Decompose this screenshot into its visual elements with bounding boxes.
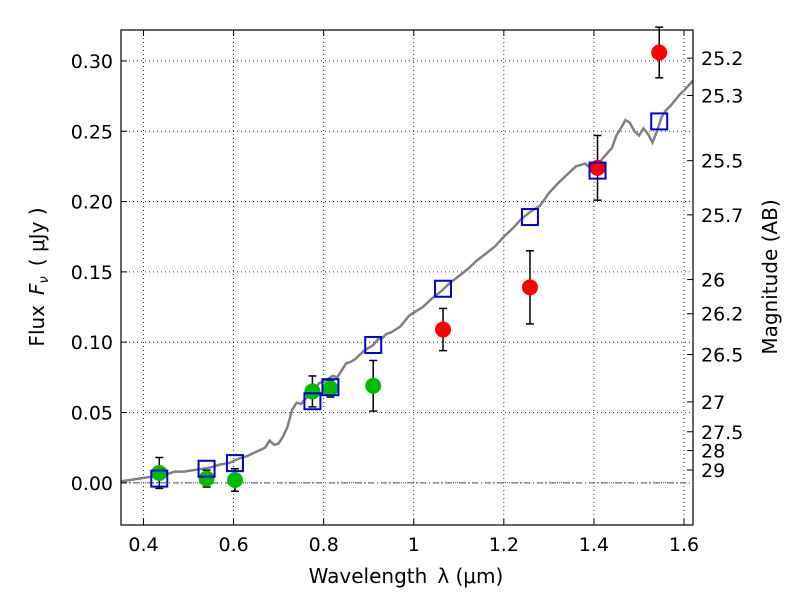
green-data-point [226,472,243,488]
magnitude-tick-label: 25.7 [701,205,743,227]
magnitude-tick-label: 26.2 [701,304,743,326]
green-data-points [151,377,382,488]
x-tick-label: 0.4 [128,534,158,556]
x-axis-label-text: Wavelength [309,564,428,588]
model-square [520,208,539,227]
x-tick-label: 1.6 [669,534,699,556]
x-tick-label: 0.6 [218,534,248,556]
y-tick-label: 0.30 [71,51,113,73]
green-data-point [365,377,382,394]
x-axis-label-math: λ (μm) [437,564,503,588]
y-axis-label-math: F [25,283,49,295]
y-axis-label: Flux Fν ( μJy ) [25,207,52,346]
grid-lines [121,30,693,525]
x-tick-label: 1.4 [579,534,609,556]
magnitude-tick-label: 25.3 [701,85,743,107]
model-spectrum-line [120,79,694,483]
red-data-point [589,159,606,176]
green-data-point [304,383,321,400]
green-data-point [198,470,215,487]
model-square [588,161,607,180]
y-tick-label: 0.15 [71,262,113,284]
y-tick-label: 0.20 [71,192,113,214]
axis-ticks: 0.4 0.6 0.8 1 1.2 1.4 1.6 0.00 0.05 0.10 0.15 0.20 0… [71,30,743,556]
magnitude-tick-label: 28 [701,441,725,463]
y-axis-label-units: ( μJy ) [25,207,49,266]
model-square [150,469,169,488]
model-photometry-squares [150,112,669,488]
y-axis-label-text: Flux [25,305,49,347]
red-data-point [521,279,538,296]
error-bars [155,26,664,492]
y-tick-label: 0.10 [71,332,113,354]
red-data-points [435,44,668,338]
y-axis-label-math-sub: ν [37,276,52,283]
y-tick-label: 0.25 [71,121,113,143]
model-square [434,279,453,298]
green-data-point [322,380,339,397]
model-square [303,392,322,411]
y-tick-label: 0.05 [71,403,113,425]
x-axis-label: Wavelength λ (μm) [309,564,504,588]
model-square [321,378,340,397]
y-tick-label: 0.00 [71,473,113,495]
model-square [650,112,669,131]
magnitude-tick-label: 26 [701,270,725,292]
magnitude-tick-label: 27.5 [701,422,743,444]
magnitude-tick-label: 27 [701,392,725,414]
green-data-point [151,464,168,481]
magnitude-tick-label: 26.5 [701,345,743,367]
x-tick-label: 1 [408,534,420,556]
magnitude-tick-label: 29 [701,460,725,482]
red-data-point [651,44,668,61]
x-tick-label: 0.8 [309,534,339,556]
x-tick-label: 1.2 [489,534,519,556]
model-square [364,336,383,354]
magnitude-tick-label: 25.2 [701,48,743,70]
model-square [225,454,244,473]
plot-frame [120,29,694,526]
magnitude-tick-label: 25.5 [701,151,743,173]
magnitude-axis-label: Magnitude (AB) [758,199,782,354]
red-data-point [435,321,452,338]
model-square [197,459,216,478]
